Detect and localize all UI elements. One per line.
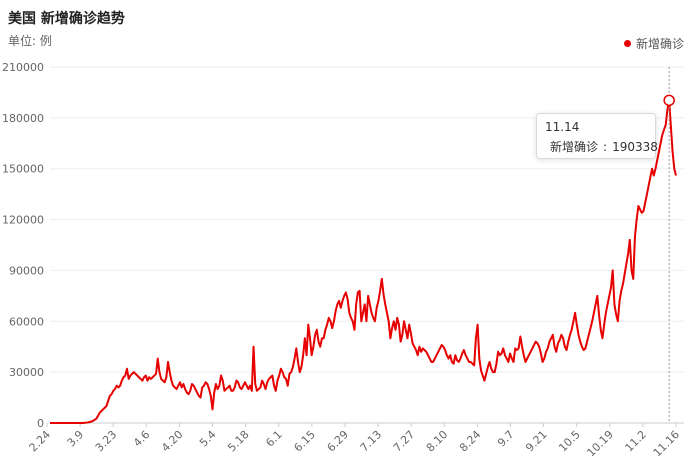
tooltip-separator: : (603, 139, 608, 154)
legend-marker (623, 40, 631, 47)
x-tick-label: 10.5 (556, 428, 583, 455)
x-tick-label: 8.24 (457, 428, 484, 455)
x-tick-label: 3.23 (93, 428, 120, 455)
x-tick-label: 5.18 (225, 428, 252, 455)
y-tick-label: 210000 (2, 61, 44, 74)
highlight-point (663, 94, 675, 107)
x-tick-label: 6.15 (291, 428, 318, 455)
y-tick-label: 120000 (2, 214, 44, 227)
x-tick-label: 6.1 (263, 428, 285, 450)
x-tick-label: 2.24 (27, 428, 54, 455)
x-tick-label: 9.7 (495, 428, 517, 450)
tooltip-series-name: 新增确诊 (550, 140, 599, 154)
y-tick-label: 30000 (9, 366, 44, 379)
x-tick-label: 7.13 (358, 428, 385, 455)
y-tick-label: 0 (37, 417, 44, 430)
legend[interactable]: 新增确诊 (623, 35, 684, 52)
tooltip-value: 190338 (612, 139, 658, 154)
y-tick-label: 180000 (2, 112, 44, 125)
legend-label: 新增确诊 (635, 37, 684, 51)
x-tick-label: 8.10 (424, 428, 451, 455)
chart-title: 美国 新增确诊趋势 (8, 11, 125, 27)
x-tick-label: 6.29 (325, 428, 352, 455)
x-tick-label: 5.4 (197, 428, 219, 450)
x-tick-label: 11.2 (622, 428, 649, 455)
gridlines (50, 66, 684, 424)
tooltip-date: 11.14 (545, 120, 580, 134)
x-tick-label: 10.19 (584, 428, 615, 459)
highlight-layer (663, 67, 675, 423)
y-tick-label: 60000 (9, 315, 44, 328)
chart-unit-label: 单位: 例 (8, 34, 52, 48)
y-tick-label: 150000 (2, 163, 44, 176)
x-tick-label: 4.6 (131, 428, 153, 450)
x-tick-label: 9.21 (523, 428, 550, 455)
x-tick-label: 3.9 (65, 428, 87, 450)
x-tick-label: 4.20 (159, 428, 186, 455)
x-axis: 2.24 3.9 3.23 4.6 4.20 5.4 5.18 6.1 6.15 6.29 7.13… (27, 423, 682, 459)
tooltip: 11.14 新增确诊 : 190338 (536, 113, 658, 159)
series-line-新增确诊 (50, 99, 677, 424)
x-tick-label: 11.16 (651, 428, 682, 459)
series-layer (50, 99, 677, 424)
y-tick-label: 90000 (9, 264, 44, 277)
y-axis: 0 30000 60000 90000 120000 150000 180000 210000 (2, 61, 44, 430)
x-tick-label: 7.27 (391, 428, 418, 455)
